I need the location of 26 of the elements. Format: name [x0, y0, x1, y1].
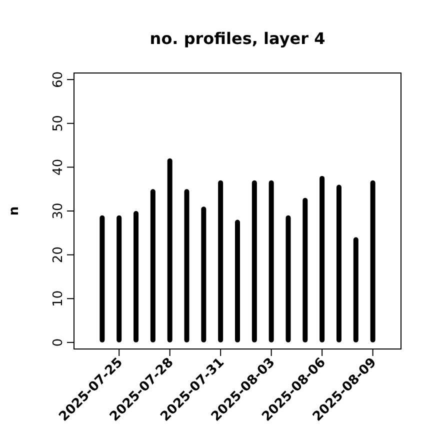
bar	[370, 180, 376, 342]
bar	[116, 215, 122, 342]
bar	[201, 206, 206, 342]
bar	[286, 215, 291, 342]
y-tick-label: 60	[51, 71, 66, 88]
y-tick-label: 40	[51, 158, 66, 176]
y-tick-label: 50	[51, 115, 66, 132]
bar	[268, 180, 274, 342]
bar	[184, 189, 190, 342]
y-tick-label: 0	[51, 338, 66, 347]
bar	[302, 198, 308, 342]
bar	[100, 215, 105, 342]
y-tick-label: 30	[51, 202, 66, 220]
bar	[336, 184, 342, 342]
bar	[150, 189, 156, 342]
bar	[134, 211, 139, 342]
bar	[218, 180, 224, 342]
bar	[252, 180, 257, 342]
y-tick-label: 20	[51, 246, 66, 264]
bar	[320, 176, 325, 342]
chart-title: no. profiles, layer 4	[150, 29, 326, 48]
y-tick-label: 10	[51, 290, 66, 307]
bar	[353, 237, 358, 342]
bar	[235, 220, 240, 342]
bar	[167, 158, 172, 342]
y-axis-title: n	[7, 206, 22, 216]
